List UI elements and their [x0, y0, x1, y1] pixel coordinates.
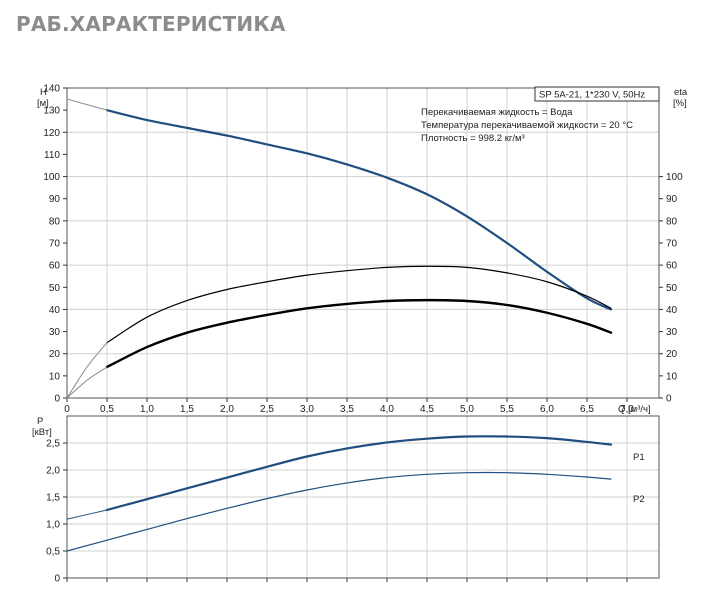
note-density: Плотность = 998.2 кг/м³	[421, 133, 525, 144]
top-plot-frame	[66, 87, 660, 399]
x-tick-label: 5,5	[500, 404, 514, 415]
x-tick-label: 4,5	[420, 404, 434, 415]
y-right-tick-label: 0	[666, 394, 672, 405]
x-tick-label: 5,0	[460, 404, 474, 415]
y-tick-label: 0	[54, 394, 60, 405]
y-tick-label: 100	[43, 172, 60, 183]
series-line-eta-thick-ext	[66, 366, 108, 399]
y-right-tick-label: 40	[666, 305, 678, 316]
y-right-axis-label-eta-unit: [%]	[673, 98, 687, 109]
x-tick-label: 0,5	[100, 404, 114, 415]
y-tick-label: 130	[43, 106, 60, 117]
x-tick-label: 3,5	[340, 404, 354, 415]
y-axis-label-p-unit: [кВт]	[32, 427, 52, 438]
series-line-H	[105, 109, 613, 311]
top-right-y-ticks: 0 10 20 30 40 50 60 70 80 90 100	[659, 172, 683, 405]
y-right-tick-label: 90	[666, 194, 678, 205]
y-tick-label: 1,5	[46, 493, 60, 504]
y-axis-label-p: P	[37, 416, 43, 427]
legend-box	[534, 86, 660, 102]
y-tick-label: 70	[49, 239, 61, 250]
head-efficiency-chart: 0 0,5 1,0 1,5 2,0 2,5 3,0 3,5 4,0 4,5 5,0 5,5 6,0 6,5…	[37, 84, 688, 416]
x-tick-label: 7,0	[620, 404, 634, 415]
x-tick-label: 2,0	[220, 404, 234, 415]
series-line-eta-thin-ext	[66, 342, 108, 399]
y-tick-label: 0	[54, 574, 60, 585]
series-line-P1-ext	[66, 509, 108, 520]
bottom-y-ticks: 0 0,5 1,0 1,5 2,0 2,5	[46, 439, 67, 585]
y-tick-label: 0,5	[46, 547, 60, 558]
x-tick-label: 1,0	[140, 404, 154, 415]
y-tick-label: 2,0	[46, 466, 60, 477]
y-right-tick-label: 50	[666, 283, 678, 294]
y-right-tick-label: 30	[666, 327, 678, 338]
x-tick-label: 1,5	[180, 404, 194, 415]
legend-box-text: SP 5A-21, 1*230 V, 50Hz	[539, 90, 645, 101]
y-right-tick-label: 10	[666, 371, 678, 382]
x-tick-label: 3,0	[300, 404, 314, 415]
y-tick-label: 90	[49, 194, 61, 205]
y-tick-label: 80	[49, 216, 61, 227]
y-right-axis-label-eta: eta	[674, 87, 688, 98]
y-tick-label: 1,0	[46, 520, 60, 531]
top-y-ticks: 0 10 20 30 40 50 60 70 80 90 100 110 120 130 140	[43, 84, 67, 405]
x-tick-label: 4,0	[380, 404, 394, 415]
y-right-tick-label: 80	[666, 216, 678, 227]
bottom-x-ticks	[66, 578, 628, 582]
top-grid	[67, 88, 659, 398]
series-line-H-ext	[66, 98, 108, 111]
y-tick-label: 40	[49, 305, 61, 316]
y-tick-label: 10	[49, 371, 61, 382]
y-tick-label: 110	[44, 150, 60, 161]
y-axis-label-h: H	[40, 87, 47, 98]
series-label-p2: P2	[633, 494, 645, 505]
y-tick-label: 2,5	[46, 439, 60, 450]
x-tick-label: 0	[64, 404, 70, 415]
y-tick-label: 120	[43, 128, 60, 139]
y-right-tick-label: 100	[666, 172, 683, 183]
series-line-P1	[105, 435, 613, 512]
x-axis-label-q: Q [м³/ч]	[618, 404, 651, 415]
y-tick-label: 60	[49, 261, 61, 272]
x-tick-label: 2,5	[260, 404, 274, 415]
y-tick-label: 140	[43, 84, 60, 95]
note-fluid: Перекачиваемая жидкость = Вода	[421, 107, 573, 118]
y-tick-label: 30	[49, 327, 61, 338]
y-tick-label: 20	[49, 349, 61, 360]
series-line-P2	[66, 471, 612, 552]
series-line-eta-thick	[105, 298, 613, 369]
note-temperature: Температура перекачиваемой жидкости = 20…	[421, 120, 633, 131]
top-series	[66, 98, 613, 399]
x-tick-label: 6,0	[540, 404, 554, 415]
page-title: РАБ.ХАРАКТЕРИСТИКА	[16, 12, 286, 36]
series-line-eta-thin	[106, 265, 612, 344]
y-right-tick-label: 20	[666, 349, 678, 360]
y-right-tick-label: 60	[666, 261, 678, 272]
power-chart: 0 0,5 1,0 1,5 2,0 2,5 P [кВт] P1 P2	[32, 415, 660, 585]
x-tick-label: 6,5	[580, 404, 594, 415]
bottom-series	[66, 435, 613, 552]
top-x-ticks: 0 0,5 1,0 1,5 2,0 2,5 3,0 3,5 4,0 4,5 5,0 5,5 6,0 6,5…	[64, 398, 634, 415]
y-right-tick-label: 70	[666, 239, 678, 250]
y-tick-label: 50	[49, 283, 61, 294]
series-label-p1: P1	[633, 452, 645, 463]
y-axis-label-h-unit: [м]	[37, 98, 49, 109]
